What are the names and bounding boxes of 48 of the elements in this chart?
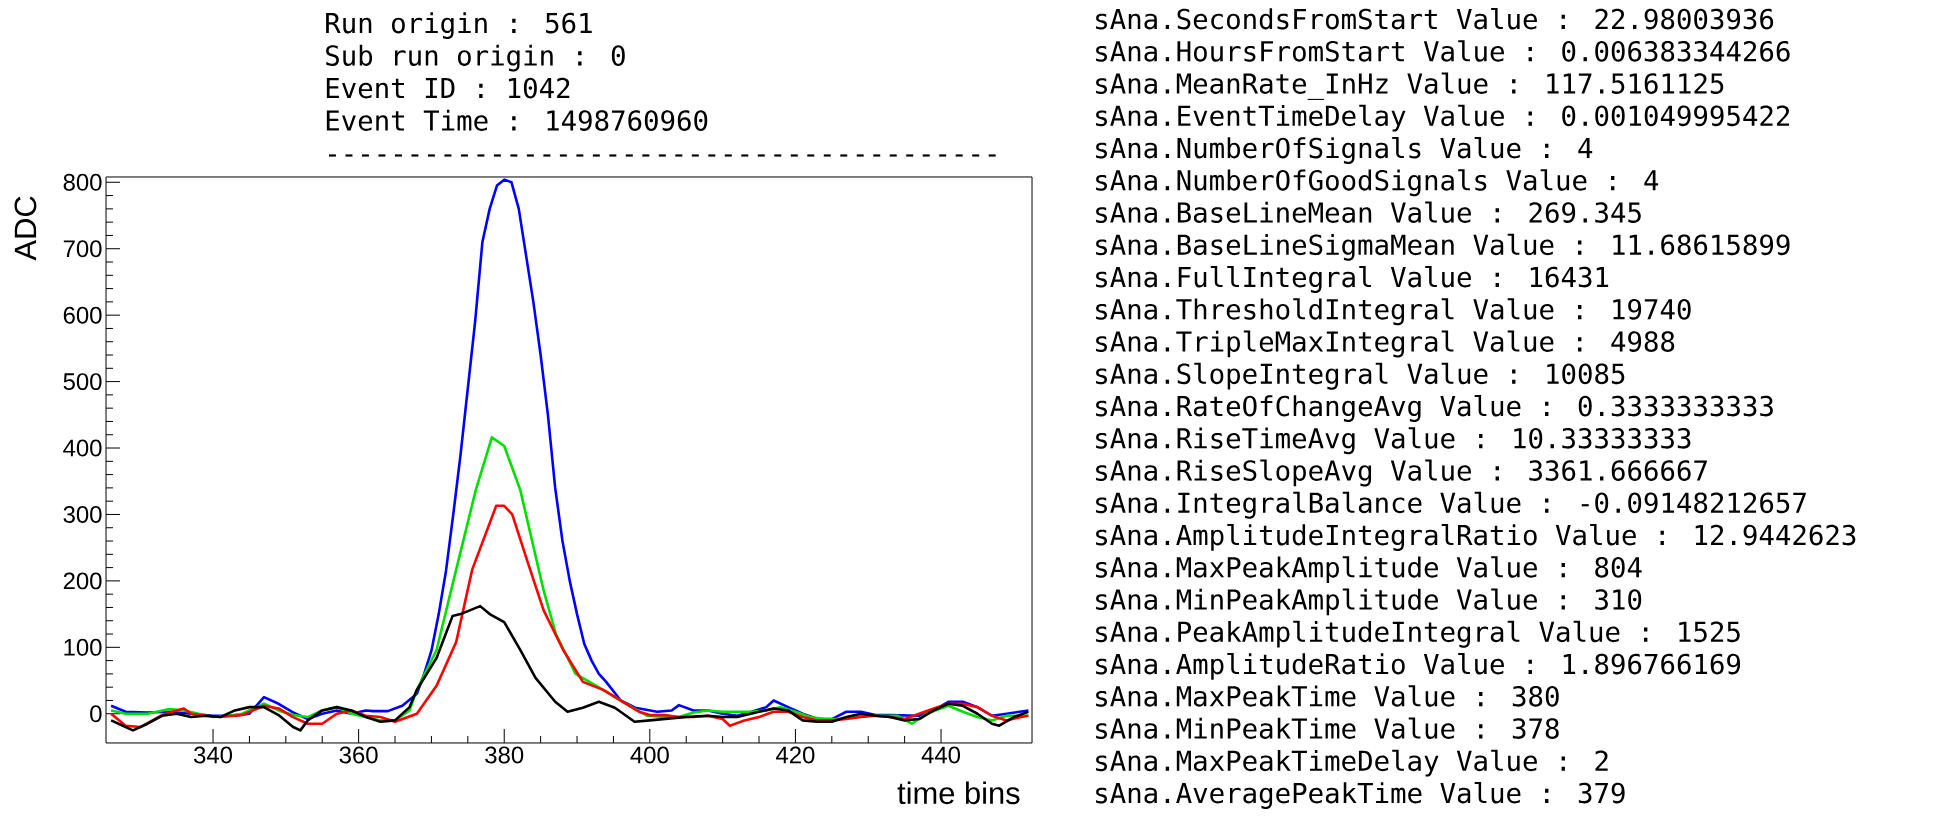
text: sAna.RateOfChangeAvg Value : 0.3333333333 (1096, 395, 1773, 422)
text: Event ID : 1042 (326, 77, 570, 99)
text: sAna.NumberOfGoodSignals Value : 4 (1096, 169, 1659, 197)
x-axis-title: time bins (897, 781, 1020, 805)
text: sAna.HoursFromStart Value : 0.006383344266 (1096, 40, 1790, 62)
text: sAna.TripleMaxIntegral Value : 4988 (1096, 330, 1675, 358)
text: sAna.MaxPeakTime Value : 380 (1096, 685, 1559, 707)
text: Run origin : 561 (326, 12, 592, 39)
x-tick-label: 400 (630, 746, 669, 764)
x-tick-label: 340 (193, 746, 233, 764)
y-tick-label: 500 (63, 373, 102, 391)
y-tick-label: 700 (63, 240, 102, 258)
x-tick-label: 420 (776, 746, 815, 764)
text: sAna.MaxPeakAmplitude Value : 804 (1096, 556, 1642, 583)
y-tick-label: 0 (90, 705, 102, 723)
y-tick-label: 600 (63, 306, 102, 324)
text: sAna.BaseLineSigmaMean Value : 11.68615899 (1096, 233, 1790, 261)
text: sAna.MaxPeakTimeDelay Value : 2 (1096, 749, 1608, 777)
x-tick-label: 380 (485, 746, 524, 764)
y-tick-label: 100 (64, 638, 102, 656)
text: sAna.BaseLineMean Value : 269.345 (1096, 201, 1641, 223)
y-tick-label: 300 (63, 506, 102, 523)
text: Event Time : 1498760960 (326, 109, 708, 131)
text: sAna.AmplitudeIntegralRatio Value : 12.9442623 (1096, 524, 1856, 551)
text: sAna.EventTimeDelay Value : 0.001049995422 (1096, 104, 1790, 132)
text: sAna.AveragePeakTime Value : 379 (1096, 782, 1625, 809)
text: sAna.RiseTimeAvg Value : 10.33333333 (1096, 427, 1691, 455)
text: sAna.PeakAmplitudeIntegral Value : 1525 (1096, 620, 1740, 648)
text: sAna.RiseSlopeAvg Value : 3361.666667 (1096, 459, 1707, 487)
text: Sub run origin : 0 (326, 44, 625, 72)
text: sAna.MinPeakTime Value : 378 (1096, 717, 1559, 739)
y-tick-label: 200 (63, 572, 102, 590)
text: sAna.ThresholdIntegral Value : 19740 (1096, 298, 1691, 326)
text: sAna.MinPeakAmplitude Value : 310 (1096, 588, 1642, 616)
x-tick-label: 440 (921, 746, 961, 764)
y-tick-label: 800 (63, 173, 102, 191)
text: sAna.NumberOfSignals Value : 4 (1096, 137, 1593, 164)
line-series (109, 604, 1030, 732)
text: sAna.FullIntegral Value : 16431 (1096, 266, 1609, 293)
text: sAna.SlopeIntegral Value : 10085 (1096, 362, 1625, 390)
y-axis-title: ADC (14, 196, 37, 261)
text: ----------------------------------------- (328, 154, 996, 157)
y-tick-label: 400 (63, 439, 102, 457)
x-tick-label: 360 (339, 746, 378, 764)
text: sAna.AmplitudeRatio Value : 1.896766169 (1096, 653, 1741, 680)
text: sAna.SecondsFromStart Value : 22.98003936 (1096, 8, 1774, 30)
text: sAna.MeanRate_InHz Value : 117.5161125 (1096, 72, 1724, 100)
text: sAna.IntegralBalance Value : -0.09148212657 (1096, 491, 1806, 519)
